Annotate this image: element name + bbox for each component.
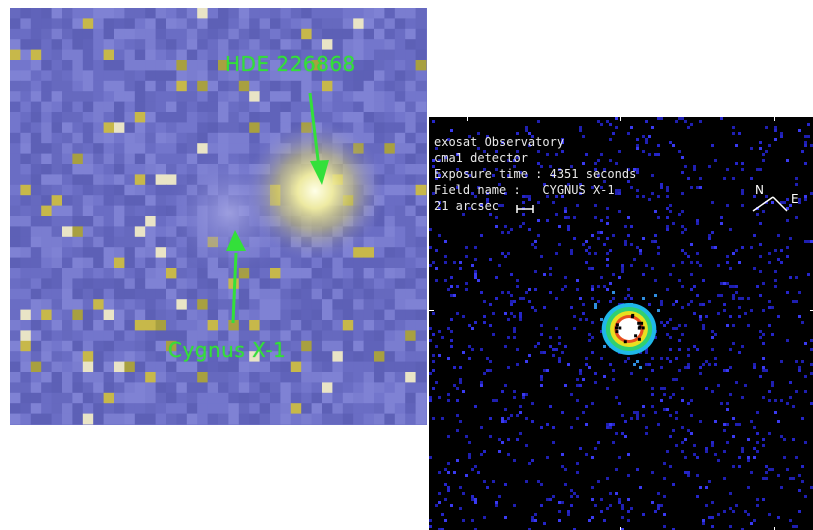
optical-star-field [10, 8, 427, 425]
exposure-label: Exposure time : 4351 seconds [434, 167, 637, 181]
top-axis-tick [467, 117, 468, 121]
compass-north-label: N [755, 183, 764, 197]
bottom-axis-tick [620, 527, 621, 530]
left-axis-tick [429, 310, 434, 311]
hde-226868-label: HDE 226868 [225, 52, 356, 76]
optical-image-panel: HDE 226868 Cygnus X-1 [10, 8, 427, 425]
bottom-axis-tick [774, 527, 775, 530]
detector-label: cma1 detector [434, 151, 528, 165]
hde-star-glow [245, 121, 385, 261]
xray-image-panel: exosat Observatory cma1 detector Exposur… [427, 115, 813, 530]
scale-label: 21 arcsec [434, 199, 500, 213]
top-axis-tick [774, 117, 775, 121]
scale-bar-icon [516, 205, 534, 213]
compass-east-label: E [791, 192, 799, 206]
right-axis-tick [810, 310, 813, 311]
xray-count-map [429, 117, 813, 530]
compass-icon [752, 196, 788, 212]
observatory-label: exosat Observatory [434, 135, 565, 149]
xray-source-core [601, 303, 657, 355]
field-name-label: Field name : CYGNUS X-1 [434, 183, 615, 197]
cygnus-x1-label: Cygnus X-1 [168, 338, 287, 362]
cygnus-arrow [226, 230, 246, 324]
top-axis-tick [620, 117, 621, 121]
hde-arrow [308, 92, 329, 185]
